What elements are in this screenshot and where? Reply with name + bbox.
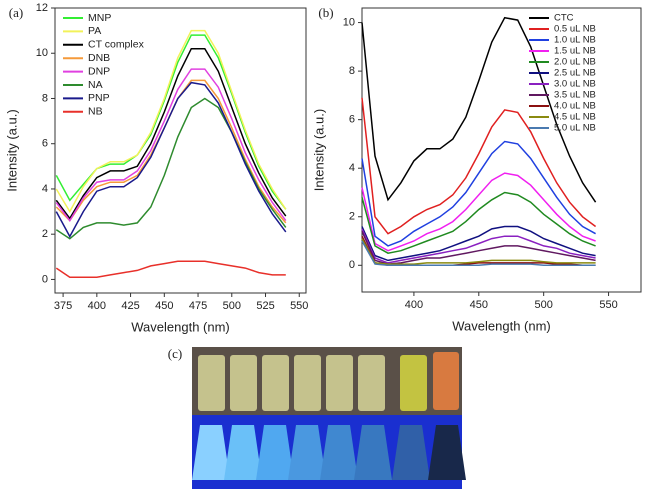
legend-label: 4.5 uL NB — [554, 112, 596, 123]
series-line — [55, 97, 287, 240]
vials-daylight — [198, 355, 427, 411]
x-tick-label: 400 — [405, 299, 423, 311]
legend-label: 2.5 uL NB — [554, 68, 596, 79]
plot-frame — [54, 7, 307, 294]
series-line — [361, 225, 596, 262]
y-axis-title: Intensity (a.u.) — [311, 109, 326, 191]
y-tick-label: 6 — [349, 114, 355, 126]
x-tick-label: 525 — [256, 300, 274, 312]
legend-label: MNP — [88, 12, 111, 24]
panel-label: (c) — [168, 346, 182, 361]
x-tick-label: 400 — [88, 300, 106, 312]
x-tick-label: 475 — [189, 300, 207, 312]
y-tick-label: 12 — [36, 2, 48, 14]
x-tick-label: 450 — [155, 300, 173, 312]
y-tick-label: 10 — [343, 16, 355, 28]
y-tick-label: 2 — [349, 211, 355, 223]
y-tick-label: 10 — [36, 47, 48, 59]
legend-label: 2.0 uL NB — [554, 57, 596, 68]
x-tick-label: 550 — [599, 299, 617, 311]
series-line — [55, 29, 287, 214]
y-tick-label: 8 — [42, 92, 48, 104]
y-tick-label: 6 — [42, 138, 48, 150]
y-axis-title: Intensity (a.u.) — [4, 109, 19, 191]
legend-label: DNB — [88, 52, 110, 64]
legend-label: 1.5 uL NB — [554, 46, 596, 57]
legend-label: PA — [88, 25, 101, 37]
panel-label: (b) — [318, 5, 333, 20]
legend-label: 5.0 uL NB — [554, 123, 596, 134]
legend-label: NB — [88, 106, 103, 118]
y-tick-label: 2 — [42, 228, 48, 240]
legend-label: PNP — [88, 92, 110, 104]
x-tick-label: 450 — [470, 299, 488, 311]
series-line — [361, 228, 596, 264]
vial-orange — [433, 352, 459, 410]
y-tick-label: 4 — [42, 183, 48, 195]
legend-label: 4.0 uL NB — [554, 101, 596, 112]
series-line — [55, 81, 287, 239]
series-line — [361, 172, 596, 252]
legend-label: NA — [88, 79, 103, 91]
series-line — [55, 47, 287, 220]
x-tick-label: 375 — [54, 300, 72, 312]
y-tick-label: 8 — [349, 65, 355, 77]
legend-label: 1.0 uL NB — [554, 35, 596, 46]
legend-label: 0.5 uL NB — [554, 24, 596, 35]
x-tick-label: 425 — [121, 300, 139, 312]
plot-frame — [361, 7, 642, 293]
y-tick-label: 0 — [42, 273, 48, 285]
series-line — [361, 191, 596, 254]
legend-label: DNP — [88, 65, 110, 77]
x-tick-label: 550 — [290, 300, 308, 312]
x-tick-label: 500 — [223, 300, 241, 312]
series-line — [361, 240, 596, 267]
series-line — [361, 140, 596, 247]
x-tick-label: 500 — [534, 299, 552, 311]
panel-label: (a) — [9, 5, 23, 20]
series-line — [361, 238, 596, 265]
photo — [192, 347, 466, 489]
legend-label: 3.5 uL NB — [554, 90, 596, 101]
x-axis-title: Wavelength (nm) — [131, 319, 230, 334]
legend-label: CT complex — [88, 39, 145, 51]
legend-label: 3.0 uL NB — [554, 79, 596, 90]
series-line — [55, 68, 287, 222]
series-line — [361, 16, 597, 203]
legend-label: CTC — [554, 13, 574, 24]
y-tick-label: 4 — [349, 162, 355, 174]
y-tick-label: 0 — [349, 259, 355, 271]
vials-uv — [192, 425, 466, 480]
series-line — [55, 260, 286, 278]
x-axis-title: Wavelength (nm) — [452, 318, 551, 333]
series-line — [361, 230, 596, 265]
series-line — [361, 97, 597, 235]
